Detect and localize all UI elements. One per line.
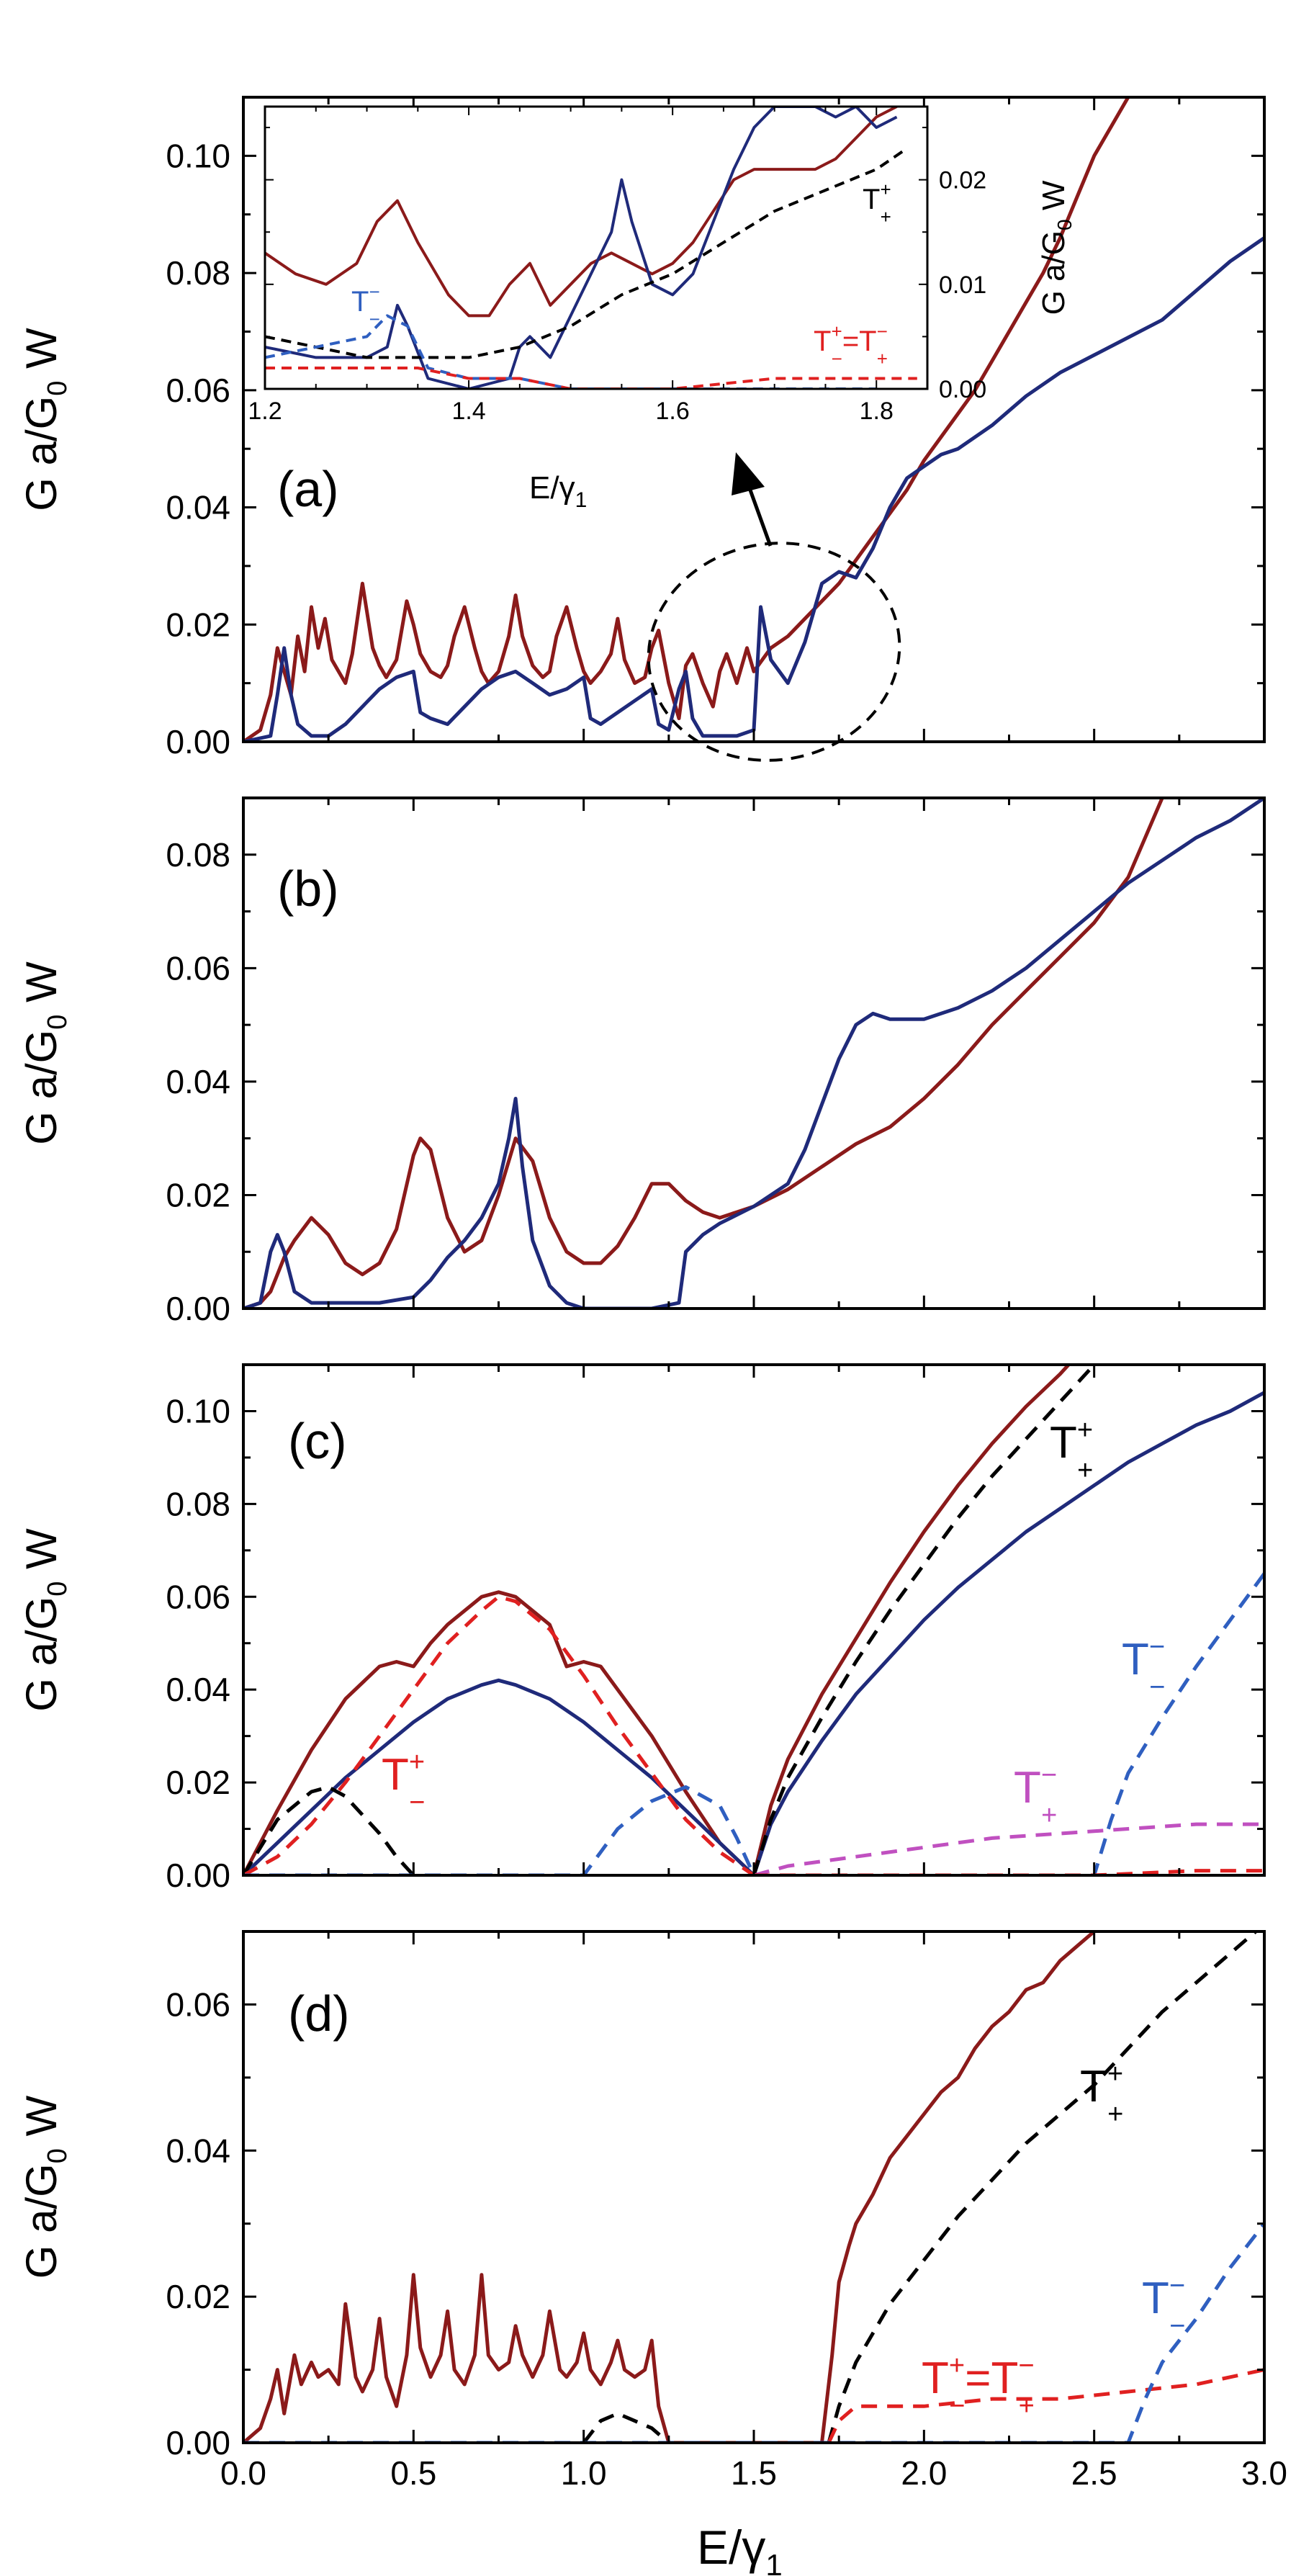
label-d-teq: T+ −=T− + xyxy=(922,2351,1035,2421)
panel-d-ytick-label: 0.06 xyxy=(166,1985,230,2023)
panel-d-xtick-label: 1.0 xyxy=(561,2454,607,2492)
inset: 1.2 1.4 1.6 1.8 0.00 0.01 0.02 G a/G0 W xyxy=(248,105,1076,425)
inset-xtick-label: 1.4 xyxy=(451,398,485,425)
panel-b-ytick-label: 0.08 xyxy=(166,836,230,874)
panel-label-b: (b) xyxy=(277,861,339,917)
panel-b-ytick-label: 0.06 xyxy=(166,949,230,987)
zoom-arrow-head xyxy=(732,452,765,495)
panel-c-series-t-low xyxy=(243,1785,756,1875)
label-d-tpp: T+ + xyxy=(1080,2059,1123,2130)
x-axis-title: E/γ1 xyxy=(697,2521,783,2576)
panel-c-series-t-low xyxy=(243,1785,415,1875)
panel-a-ytick-label: 0.08 xyxy=(166,254,230,292)
inset-bg xyxy=(265,107,927,389)
inset-frame xyxy=(264,105,929,390)
panel-d-ytick-label: 0.02 xyxy=(166,2278,230,2315)
panel-c-series-t- xyxy=(753,1822,1264,1875)
panel-a-ytick-label: 0.00 xyxy=(166,723,230,760)
label-c-tmm: T− − xyxy=(1122,1632,1165,1702)
inset-ytick-label: 0.02 xyxy=(939,167,986,194)
inset-series-t- xyxy=(265,314,877,389)
inset-xtick-label: 1.2 xyxy=(248,398,282,425)
inset-series-t-t- xyxy=(265,367,917,389)
panel-label-c: (c) xyxy=(288,1413,347,1469)
panel-d-xtick-label: 2.0 xyxy=(901,2454,947,2492)
inset-series-red xyxy=(265,107,898,318)
panel-d-xtick-label: 0.0 xyxy=(220,2454,266,2492)
panel-a-ytick-label: 0.04 xyxy=(166,489,230,526)
zoom-arrow-shaft xyxy=(747,485,773,547)
panel-a-series-red xyxy=(243,97,1131,742)
panel-d-axes: 0.0 0.5 1.0 1.5 2.0 2.5 3.0 0.00 0.02 0.04 0.06 G a… xyxy=(17,1930,1287,2492)
panel-b-y-title: G a/G0 W xyxy=(17,961,73,1145)
inset-label-tmm: T− − xyxy=(351,281,380,330)
panel-b-ytick-label: 0.04 xyxy=(166,1063,230,1100)
inset-y-title: G a/G0 W xyxy=(1036,180,1076,315)
panel-label-a: (a) xyxy=(277,461,339,517)
panel-d-xtick-label: 2.5 xyxy=(1071,2454,1117,2492)
zoom-ellipse xyxy=(647,542,901,762)
panel-d-frame xyxy=(242,1930,1266,2444)
panel-b-ytick-label: 0.02 xyxy=(166,1176,230,1213)
panel-c-axes: 0.00 0.02 0.04 0.06 0.08 0.10 G a/G0 W xyxy=(17,1363,1266,1894)
panel-c-ytick-label: 0.04 xyxy=(166,1671,230,1708)
inset-label-tpp: T+ + xyxy=(863,179,891,228)
panel-b-axes: 0.00 0.02 0.04 0.06 0.08 G a/G0 W xyxy=(17,796,1266,1327)
panel-d-ytick-label: 0.04 xyxy=(166,2132,230,2169)
panel-a-y-title: G a/G0 W xyxy=(17,328,73,511)
panel-a-ytick-label: 0.06 xyxy=(166,372,230,409)
panel-c-series-blue xyxy=(243,1391,1264,1875)
label-c-tpp: T+ + xyxy=(1050,1415,1093,1486)
panel-c-ytick-label: 0.08 xyxy=(166,1485,230,1522)
panel-a-axes: 0.00 0.02 0.04 0.06 0.08 0.10 G a/G0 W xyxy=(17,96,1266,760)
panel-c-series-red xyxy=(243,1365,1071,1875)
panel-d-series-t- xyxy=(827,1931,1259,2443)
panel-c-ytick-label: 0.10 xyxy=(166,1392,230,1430)
panel-d-series-t-t- xyxy=(827,2368,1264,2443)
inset-ytick-label: 0.00 xyxy=(939,376,986,403)
inset-label-teq: T+ −=T− + xyxy=(814,320,888,369)
panel-b-series-red xyxy=(243,798,1164,1309)
inset-x-title: E/γ1 xyxy=(529,470,587,512)
panel-d-series-t-low xyxy=(582,2411,670,2443)
label-c-tmp: T− + xyxy=(1014,1760,1057,1831)
panel-c-series-red-flat xyxy=(754,1869,1264,1875)
panel-d-xtick-label: 1.5 xyxy=(731,2454,777,2492)
panel-c-ytick-label: 0.00 xyxy=(166,1857,230,1894)
inset-xtick-label: 1.8 xyxy=(860,398,894,425)
panel-b-ytick-label: 0.00 xyxy=(166,1290,230,1327)
panel-b-series-blue xyxy=(243,798,1264,1309)
panel-c-ytick-label: 0.06 xyxy=(166,1578,230,1615)
panel-d-series-t- xyxy=(243,2222,1264,2443)
panel-a-ytick-label: 0.02 xyxy=(166,606,230,643)
inset-series-blue xyxy=(265,107,898,389)
panel-c-y-title: G a/G0 W xyxy=(17,1528,73,1712)
panel-d-series-red xyxy=(243,1931,1096,2443)
panel-a-series-blue xyxy=(243,236,1264,742)
panel-label-d: (d) xyxy=(288,1985,350,2042)
panel-a-ytick-label: 0.10 xyxy=(166,137,230,174)
panel-c-series-t- xyxy=(754,1572,1264,1875)
label-c-tpm: T+ − xyxy=(382,1747,425,1818)
panel-d-y-title: G a/G0 W xyxy=(17,2095,73,2279)
label-d-tmm: T− − xyxy=(1142,2271,1185,2341)
panel-c-ytick-label: 0.02 xyxy=(166,1764,230,1801)
panel-d-ytick-label: 0.00 xyxy=(166,2424,230,2461)
panel-d-xtick-label: 0.5 xyxy=(390,2454,436,2492)
panel-c-series-t- xyxy=(752,1365,1096,1875)
inset-ytick-label: 0.01 xyxy=(939,271,986,299)
inset-xtick-label: 1.6 xyxy=(656,398,690,425)
panel-d-xtick-label: 3.0 xyxy=(1241,2454,1287,2492)
